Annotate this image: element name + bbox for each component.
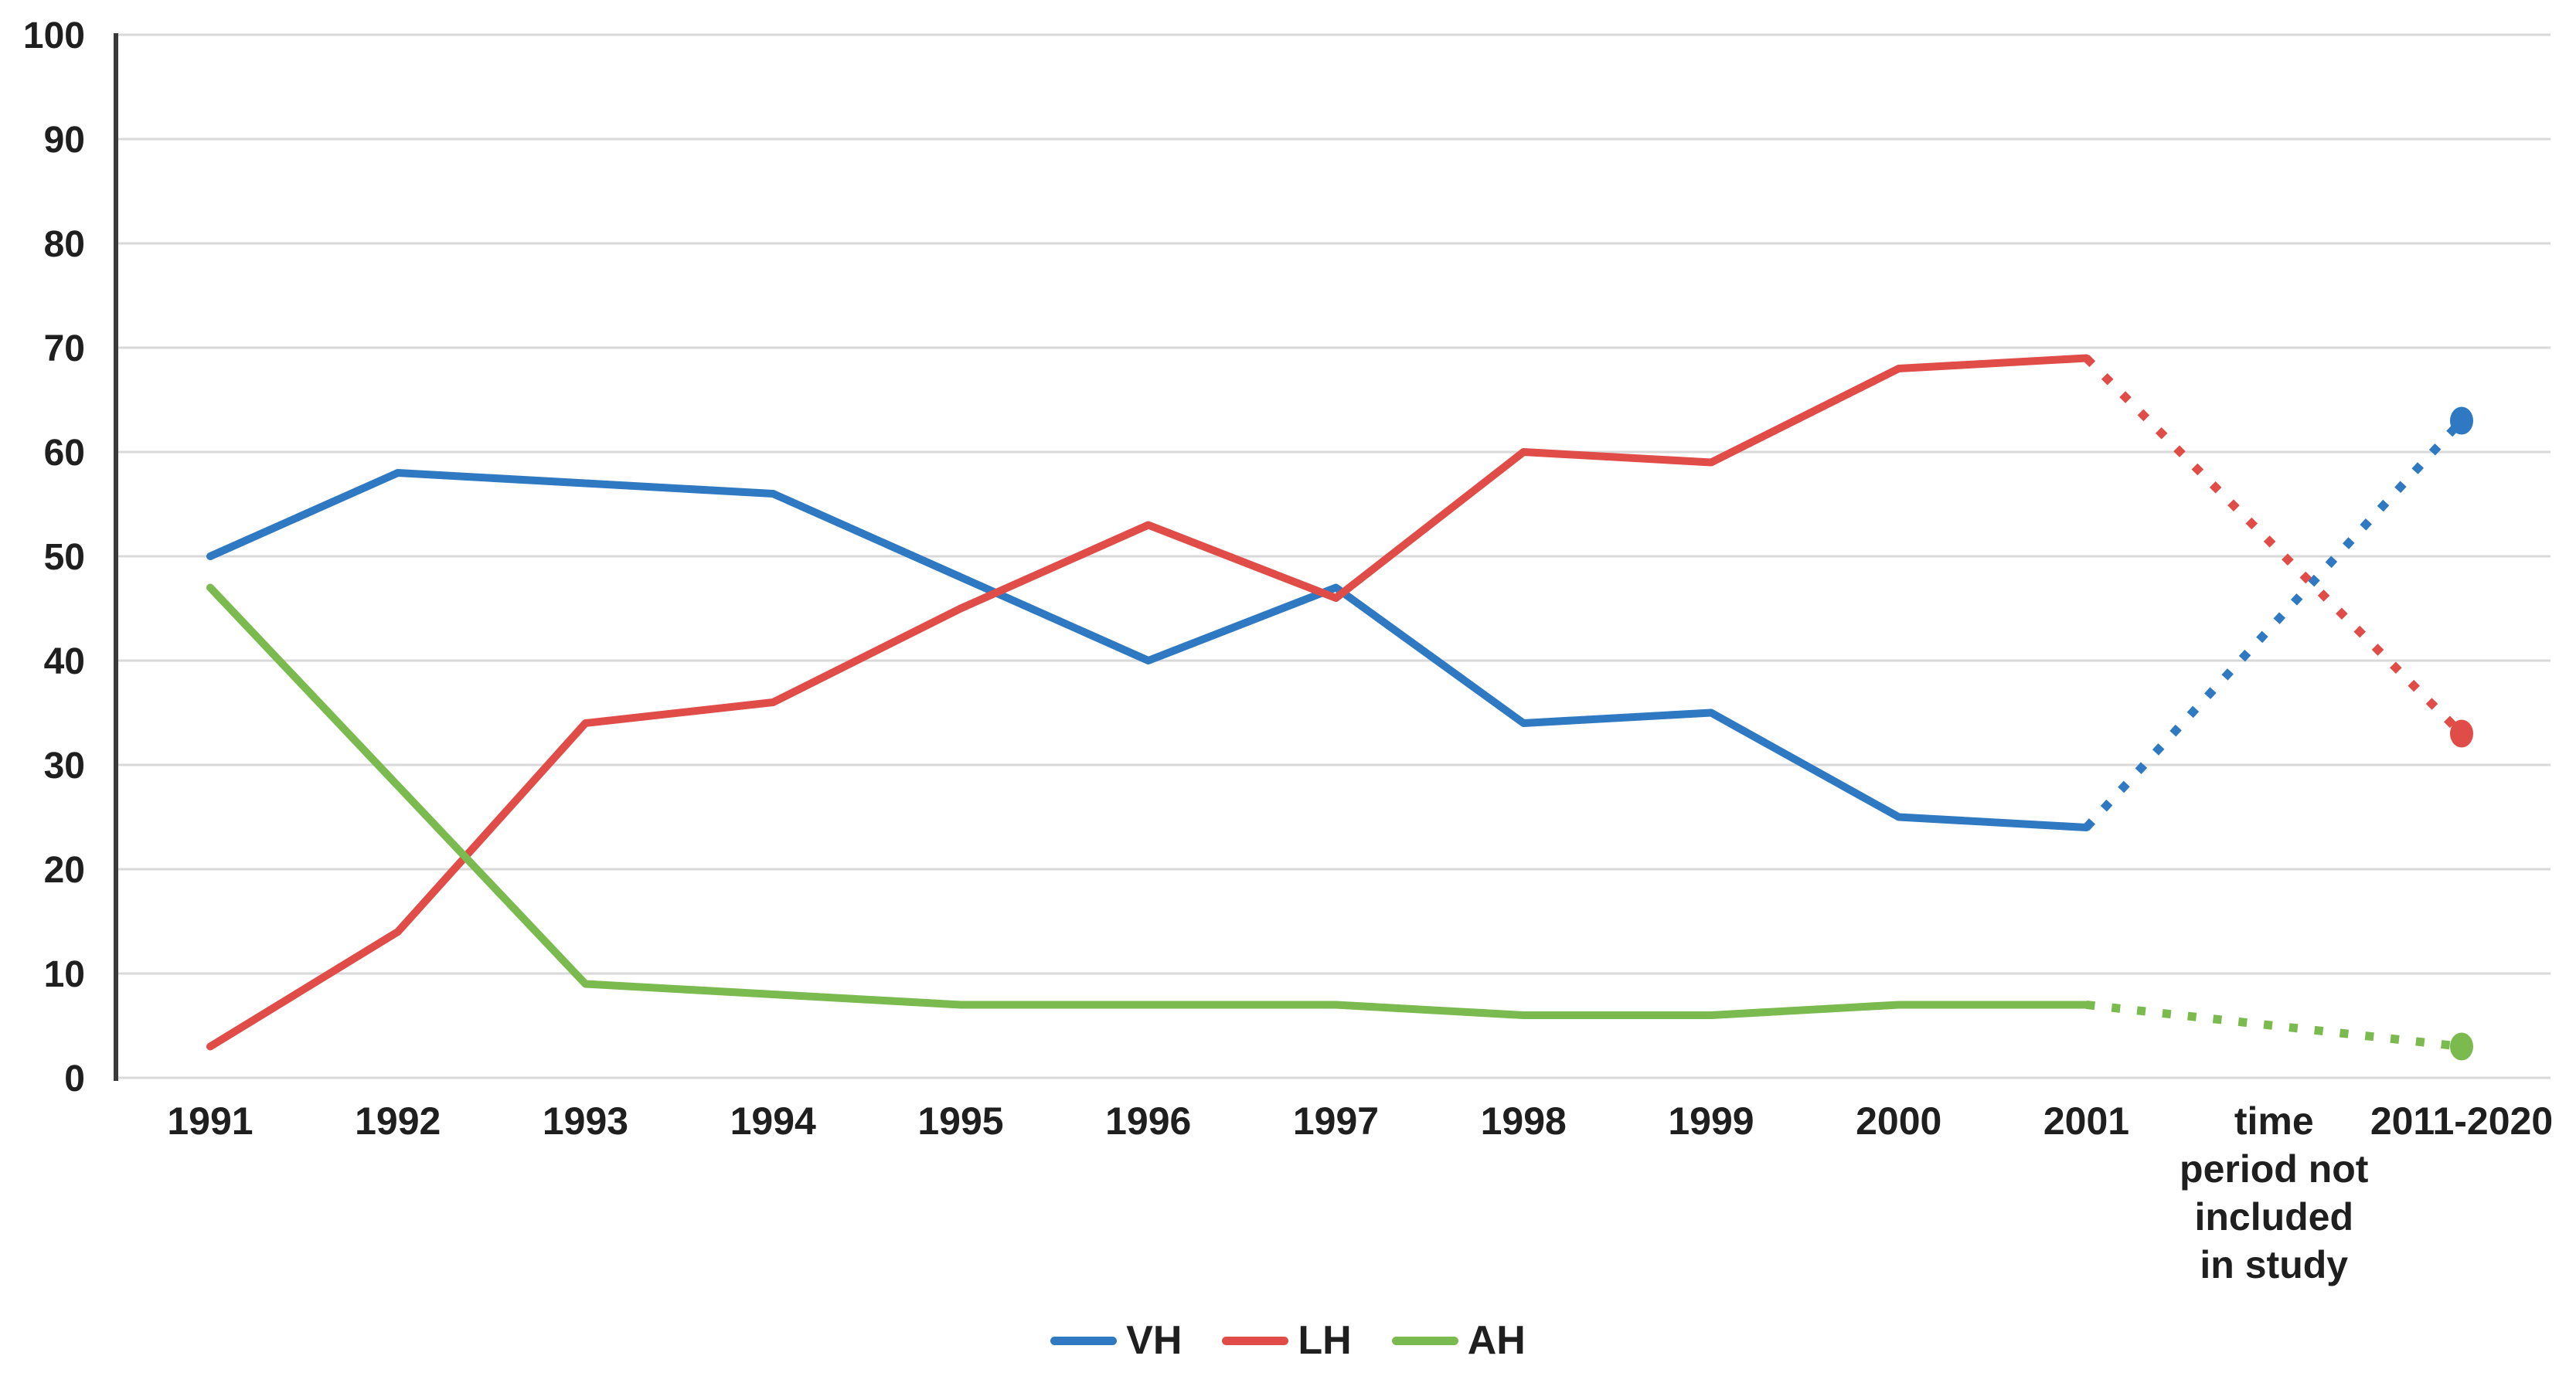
legend-swatch-lh [1222, 1336, 1289, 1345]
y-tick-label: 30 [44, 746, 85, 787]
legend-label-ah: AH [1467, 1318, 1526, 1363]
x-tick-label: 2011-2020 [2370, 1099, 2553, 1143]
y-tick-label: 80 [44, 224, 85, 265]
series-markers [2450, 406, 2473, 1061]
series-endpoint-marker-lh [2450, 719, 2473, 748]
y-tick-label: 20 [44, 850, 85, 891]
series-line-ah [206, 583, 2091, 1019]
x-tick-label: 1997 [1293, 1099, 1379, 1143]
y-tick-label: 40 [44, 641, 85, 682]
legend-label-vh: VH [1126, 1318, 1183, 1363]
x-axis-labels: 1991 1992 1993 1994 1995 1996 1997 1998 1999 2000… [167, 1099, 2553, 1286]
y-tick-label: 60 [44, 433, 85, 474]
legend-label-lh: LH [1298, 1318, 1352, 1363]
x-tick-label: 1999 [1668, 1099, 1754, 1143]
x-tick-label: 1992 [355, 1099, 441, 1143]
x-tick-label: 2000 [1856, 1099, 1941, 1143]
x-tick-label: 1996 [1105, 1099, 1191, 1143]
series-lines [206, 354, 2465, 1051]
y-axis: 0 10 20 30 40 50 60 70 80 90 100 [23, 15, 118, 1099]
x-tick-label: 1993 [543, 1099, 628, 1143]
y-tick-label: 0 [64, 1058, 85, 1099]
series-projection-vh [2083, 417, 2465, 831]
series-line-lh [206, 354, 2091, 1051]
y-tick-label: 50 [44, 537, 85, 578]
x-tick-label: 1994 [730, 1099, 816, 1143]
y-tick-label: 100 [23, 15, 85, 56]
x-tick-label: 1991 [167, 1099, 253, 1143]
excluded-period-label: time period not included in study [2180, 1099, 2369, 1286]
series-projection-ah [2085, 1001, 2462, 1051]
legend-item-lh: LH [1222, 1318, 1352, 1363]
legend-swatch-vh [1050, 1336, 1118, 1345]
legend-item-vh: VH [1050, 1320, 1182, 1361]
series-endpoint-marker-ah [2450, 1032, 2473, 1061]
x-tick-label: 1998 [1481, 1099, 1567, 1143]
series-projection-lh [2083, 355, 2465, 737]
series-endpoint-marker-vh [2450, 406, 2473, 435]
gridlines [116, 33, 2550, 1079]
y-tick-label: 10 [44, 954, 85, 995]
x-tick-label: 1995 [917, 1099, 1003, 1143]
legend: VH LH AH [0, 1298, 2576, 1383]
y-tick-label: 70 [44, 328, 85, 369]
y-tick-label: 90 [44, 120, 85, 161]
legend-item-ah: AH [1391, 1318, 1526, 1363]
x-tick-label: 2001 [2043, 1099, 2129, 1143]
legend-swatch-ah [1391, 1336, 1458, 1345]
series-line-vh [206, 469, 2091, 831]
